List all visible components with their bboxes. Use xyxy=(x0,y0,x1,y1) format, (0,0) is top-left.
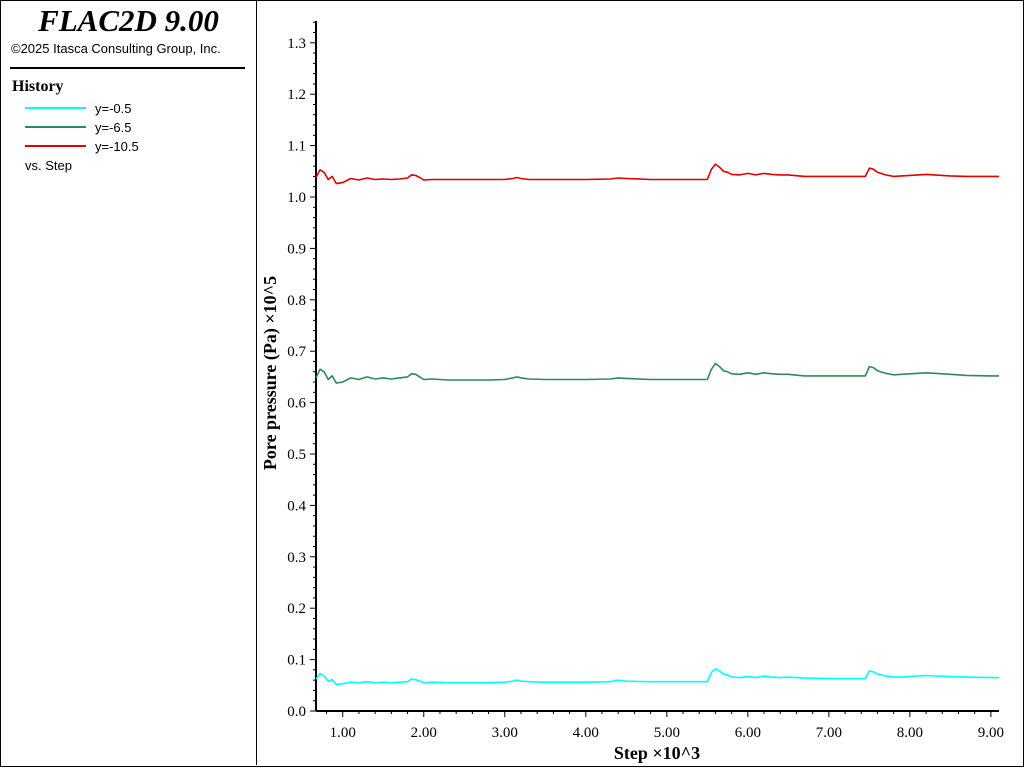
x-tick-label: 1.00 xyxy=(330,725,356,741)
y-tick-label: 1.0 xyxy=(287,190,306,206)
y-tick-label: 1.3 xyxy=(287,36,306,52)
series-line-green xyxy=(315,362,999,384)
legend-swatch-red xyxy=(25,145,86,147)
legend-label: y=-10.5 xyxy=(95,138,139,154)
history-plot: 0.0 0.1 0.2 0.3 0.4 0.5 0.6 0.7 0.8 0.9 1.0 1.1 1.2 1… xyxy=(260,21,1004,763)
y-tick-label: 0.2 xyxy=(287,601,306,617)
y-axis-title: Pore pressure (Pa) ×10^5 xyxy=(260,276,281,470)
legend-item-green: y=-6.5 xyxy=(25,118,132,136)
x-tick-label: 4.00 xyxy=(573,725,599,741)
y-tick-label: 0.1 xyxy=(287,653,306,669)
y-tick-label: 0.8 xyxy=(287,293,306,309)
history-heading: History xyxy=(12,78,64,95)
y-tick-label: 0.9 xyxy=(287,241,306,257)
plot-axes: 0.0 0.1 0.2 0.3 0.4 0.5 0.6 0.7 0.8 0.9 1.0 1.1 1.2 1… xyxy=(287,21,1004,741)
x-tick-label: 7.00 xyxy=(816,725,842,741)
x-tick-label: 2.00 xyxy=(411,725,437,741)
y-tick-label: 0.6 xyxy=(287,396,306,412)
x-tick-label: 3.00 xyxy=(492,725,518,741)
x-tick-label: 5.00 xyxy=(654,725,680,741)
legend-panel: FLAC2D 9.00 ©2025 Itasca Consulting Grou… xyxy=(1,1,257,765)
series-layer xyxy=(315,163,999,686)
x-axis-title: Step ×10^3 xyxy=(614,743,700,763)
vs-step-label: vs. Step xyxy=(25,158,72,173)
y-tick-label: 0.7 xyxy=(287,344,306,360)
y-tick-label: 0.5 xyxy=(287,447,306,463)
y-tick-label: 0.0 xyxy=(287,704,306,720)
copyright-text: ©2025 Itasca Consulting Group, Inc. xyxy=(11,41,221,56)
series-line-cyan xyxy=(315,668,999,686)
legend-item-red: y=-10.5 xyxy=(25,137,139,155)
x-tick-label: 9.00 xyxy=(978,725,1004,741)
y-tick-label: 0.3 xyxy=(287,550,306,566)
legend-swatch-cyan xyxy=(25,107,86,109)
legend-label: y=-0.5 xyxy=(95,100,132,116)
title-divider xyxy=(10,67,245,69)
y-tick-label: 1.2 xyxy=(287,87,306,103)
legend-label: y=-6.5 xyxy=(95,119,132,135)
series-line-red xyxy=(315,163,999,185)
x-tick-label: 6.00 xyxy=(735,725,761,741)
legend-item-cyan: y=-0.5 xyxy=(25,99,132,117)
app-title: FLAC2D 9.00 xyxy=(38,3,219,38)
x-tick-label: 8.00 xyxy=(897,725,923,741)
y-tick-label: 0.4 xyxy=(287,498,306,514)
y-tick-label: 1.1 xyxy=(287,139,306,155)
legend-swatch-green xyxy=(25,126,86,128)
